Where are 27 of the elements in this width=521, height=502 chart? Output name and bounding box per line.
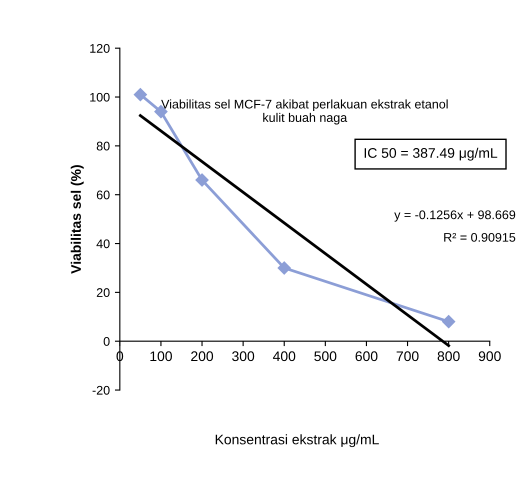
- annotation: IC 50 = 387.49 μg/mL: [364, 148, 498, 161]
- x-tick-label: 200: [191, 351, 214, 362]
- x-tick-label: 400: [272, 351, 296, 362]
- x-tick-label: 600: [356, 351, 378, 362]
- y-tick-label: 100: [90, 92, 110, 102]
- point: [134, 88, 147, 102]
- y-tick-label: 0: [104, 337, 110, 346]
- y-tick-label: 80: [96, 142, 110, 151]
- x-axis-title: Konsentrasi ekstrak μg/mL: [216, 434, 379, 448]
- x-tick-label: 100: [150, 351, 172, 362]
- text: Viabilitas sel MCF-7 akibat perlakuan ekstrak etanol kulit buah naga: [161, 99, 448, 124]
- point: [195, 173, 209, 187]
- y-tick-label: 120: [90, 44, 110, 53]
- y-tick-label: 20: [96, 288, 110, 298]
- point: [278, 261, 291, 275]
- annotation: R² = 0.90915: [444, 232, 516, 242]
- x-tick-label: 800: [438, 351, 460, 362]
- x-tick-label: 500: [314, 351, 336, 362]
- x-tick-label: 700: [396, 351, 419, 362]
- x-tick-label: 300: [232, 351, 254, 362]
- y-tick-label: -20: [92, 386, 110, 395]
- y-tick-label: 60: [96, 190, 110, 200]
- y-tick-label: 40: [96, 239, 110, 248]
- point: [442, 315, 456, 328]
- x-tick-label: 900: [478, 351, 501, 362]
- y-axis-title: Viabilitas sel (%): [70, 165, 84, 274]
- annotation: y = -0.1256x + 98.669: [394, 210, 516, 222]
